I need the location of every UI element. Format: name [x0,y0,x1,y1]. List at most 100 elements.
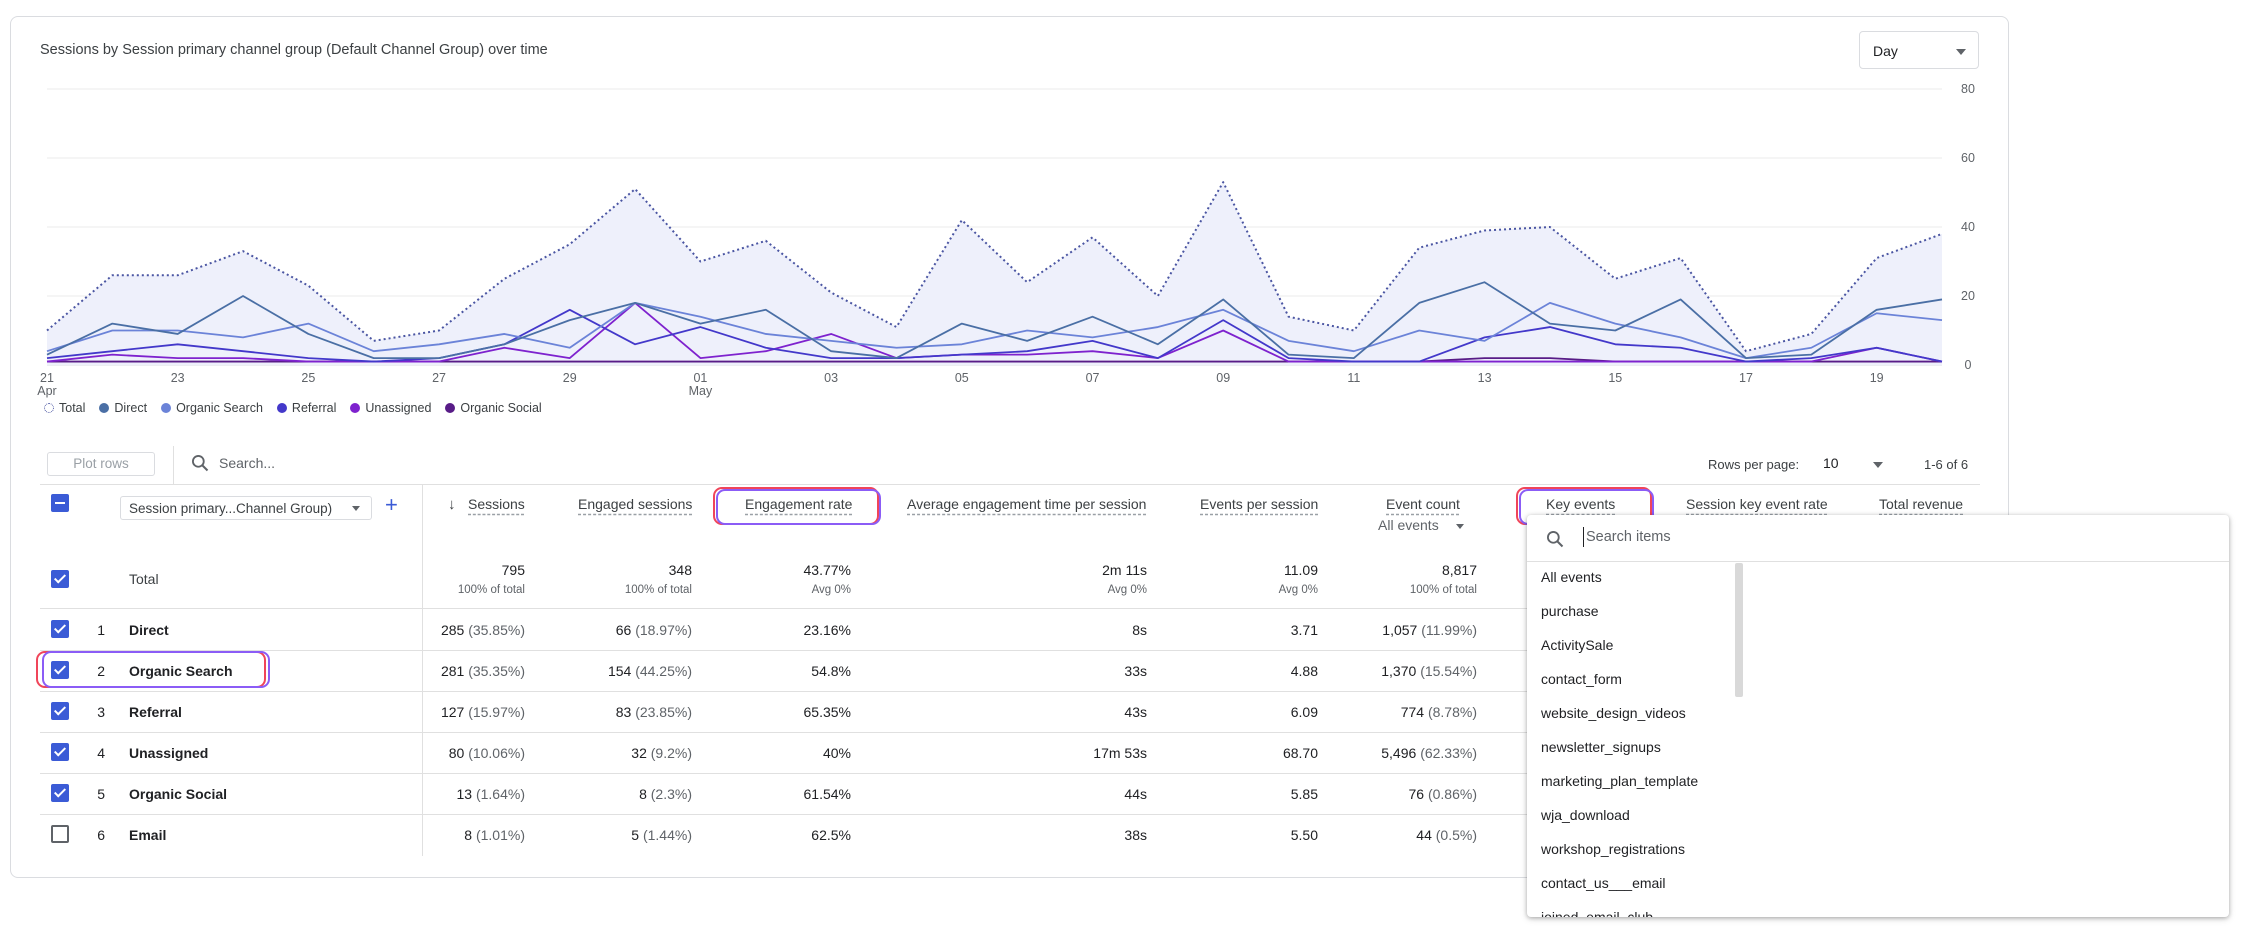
cell-sessions-pct: (15.97%) [468,704,525,720]
col-event-count[interactable]: Event count [1386,496,1460,512]
dropdown-item[interactable]: purchase [1541,603,1599,619]
legend-item[interactable]: Organic Search [161,401,263,415]
dropdown-item[interactable]: contact_us___email [1541,875,1666,891]
highlight-engagement-rate-inner [716,489,881,525]
row-checkbox[interactable] [51,784,69,802]
col-sessions[interactable]: Sessions [468,496,525,512]
key-events-dropdown: Search items All events purchase ActivityS… [1527,515,2229,917]
granularity-select[interactable]: Day [1859,31,1979,69]
plot-rows-button[interactable]: Plot rows [47,452,155,476]
chart-title: Sessions by Session primary channel grou… [40,42,548,58]
cell-evcount-pct: (15.54%) [1420,663,1477,679]
col-engagement-rate[interactable]: Engagement rate [745,496,853,512]
dropdown-item[interactable]: contact_form [1541,671,1622,687]
plus-icon[interactable]: + [385,492,398,517]
cell-engaged-pct: (18.97%) [635,622,692,638]
cell-sessions: 281 (35.35%) [441,663,525,679]
col-total-evcount: 8,817 [1441,562,1477,578]
toolbar-divider-line [40,484,1980,485]
cell-evcount: 1,370 (15.54%) [1381,663,1477,679]
col-total-revenue[interactable]: Total revenue [1879,496,1964,512]
col-key-events[interactable]: Key events [1546,496,1616,512]
col-total-engrate: 43.77% [803,562,851,578]
row-number: 5 [97,786,105,802]
dropdown-item[interactable]: wja_download [1541,807,1630,823]
col-total-eps-sub: Avg 0% [1278,584,1318,596]
legend-item[interactable]: Unassigned [350,401,431,415]
cell-evcount-value: 1,370 [1381,663,1417,679]
table-search-input[interactable]: Search... [219,455,276,471]
cell-engrate: 40% [822,745,851,761]
cell-engaged-value: 8 [639,786,647,802]
cell-sessions-pct: (10.06%) [468,745,525,761]
legend-label: Unassigned [365,401,432,415]
cell-sessions-value: 285 [440,622,465,638]
dimension-select[interactable]: Session primary...Channel Group) [120,496,372,520]
dropdown-item[interactable]: ActivitySale [1541,637,1614,653]
row-checkbox[interactable] [51,743,69,761]
cell-evcount-pct: (11.99%) [1421,622,1477,638]
rows-per-page-label: Rows per page: [1708,457,1800,472]
cell-evcount-value: 44 [1416,827,1432,843]
row-number: 2 [97,663,105,679]
col-events-per-session[interactable]: Events per session [1200,496,1319,512]
row-channel-name: Organic Social [129,786,228,802]
legend-item[interactable]: Direct [99,401,147,415]
event-filter-select[interactable]: All events [1378,517,1439,533]
col-total-avgtime-sub: Avg 0% [1107,584,1147,596]
cell-engaged-value: 5 [631,827,640,843]
arrow-down-icon[interactable]: ↓ [448,496,456,513]
dropdown-item[interactable]: website_design_videos [1541,705,1686,721]
col-avg-engagement-time[interactable]: Average engagement time per session [907,496,1147,512]
row-checkbox[interactable] [51,702,69,720]
dropdown-search-input[interactable]: Search items [1583,527,1671,547]
dropdown-divider [1527,561,2229,562]
legend-label: Direct [114,401,148,415]
cell-engaged-pct: (44.25%) [635,663,692,679]
cell-eps: 68.70 [1282,745,1318,761]
cell-sessions-value: 80 [448,745,465,761]
legend-item[interactable]: Total [44,401,85,415]
dropdown-item[interactable]: marketing_plan_template [1541,773,1699,789]
col-session-key-event-rate[interactable]: Session key event rate [1686,496,1828,512]
dropdown-item[interactable]: workshop_registrations [1541,841,1685,857]
rows-per-page-select[interactable]: 10 [1823,455,1839,471]
legend-swatch [161,403,172,413]
cell-engaged-pct: (1.44%) [642,827,692,843]
cell-avgtime: 44s [1124,786,1147,802]
col-engaged-sessions[interactable]: Engaged sessions [578,496,693,512]
row-checkbox[interactable] [51,661,69,679]
row-checkbox[interactable] [51,620,69,638]
legend-item[interactable]: Referral [276,401,336,415]
row-checkbox[interactable] [51,825,69,843]
row-number: 6 [97,827,105,843]
chevron-down-icon[interactable] [352,506,360,511]
dropdown-scrollbar[interactable] [1735,563,1743,697]
select-all-checkbox[interactable] [51,494,69,512]
legend-swatch [276,403,287,413]
cell-sessions-value: 13 [456,786,473,802]
cell-evcount-value: 5,496 [1381,745,1417,761]
cell-evcount-pct: (0.5%) [1435,827,1477,843]
legend-item[interactable]: Organic Social [445,401,542,415]
chevron-down-icon[interactable] [1873,462,1883,468]
cell-eps: 6.09 [1290,704,1318,720]
cell-engaged: 32 (9.2%) [631,745,692,761]
cell-avgtime: 43s [1124,704,1147,720]
cell-sessions-pct: (35.35%) [468,663,525,679]
dropdown-item[interactable]: newsletter_signups [1541,739,1661,755]
legend-label: Organic Search [176,401,263,415]
cell-engaged: 154 (44.25%) [608,663,692,679]
cell-sessions-value: 281 [440,663,465,679]
cell-evcount-pct: (8.78%) [1427,704,1477,720]
cell-evcount-value: 76 [1408,786,1425,802]
cell-engrate: 61.54% [803,786,851,802]
chevron-down-icon[interactable] [1456,524,1464,529]
col-total-avgtime: 2m 11s [1102,562,1147,578]
dropdown-item[interactable]: joined_email_club [1541,909,1654,917]
cell-engaged-value: 154 [607,663,632,679]
highlight-organic-search-row-inner [42,651,270,688]
dropdown-item[interactable]: All events [1541,569,1602,585]
total-row-divider [40,608,1527,609]
total-checkbox[interactable] [51,570,69,588]
